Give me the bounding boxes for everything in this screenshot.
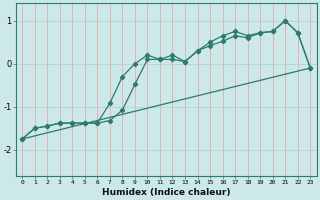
X-axis label: Humidex (Indice chaleur): Humidex (Indice chaleur) [102,188,230,197]
